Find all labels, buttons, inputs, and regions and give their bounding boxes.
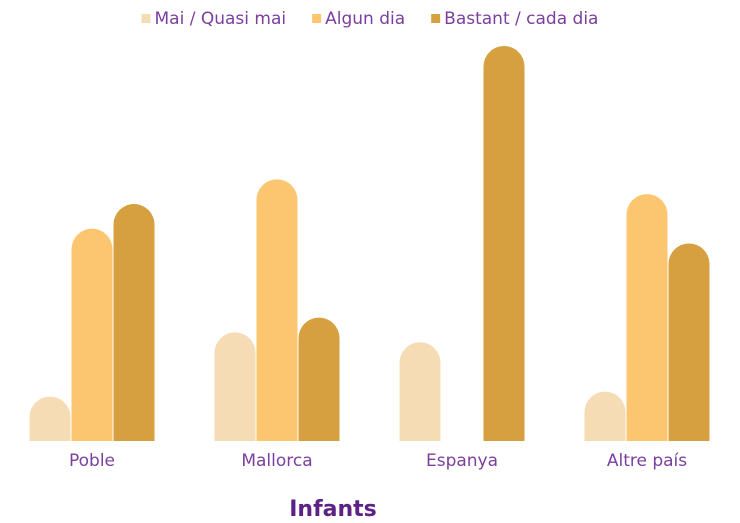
- x-tick-label: Altre país: [607, 451, 687, 471]
- bar: [483, 45, 525, 441]
- legend-label: Mai / Quasi mai: [155, 9, 287, 29]
- x-tick-label: Poble: [69, 451, 115, 471]
- legend-swatch: [141, 14, 151, 23]
- bar: [399, 342, 441, 441]
- bar: [256, 179, 298, 441]
- x-tick-label: Mallorca: [241, 451, 312, 471]
- bar: [584, 391, 626, 441]
- bar: [113, 204, 155, 441]
- bar: [71, 228, 113, 441]
- chart-title: Infants: [289, 497, 377, 522]
- bar: [668, 243, 710, 441]
- bar: [214, 332, 256, 441]
- bar: [29, 396, 71, 441]
- legend-swatch: [312, 14, 322, 23]
- x-tick-label: Espanya: [426, 451, 498, 471]
- legend-swatch: [431, 14, 441, 23]
- legend-label: Algun dia: [325, 9, 405, 29]
- legend-label: Bastant / cada dia: [444, 9, 598, 29]
- bar: [626, 194, 668, 441]
- bar: [298, 317, 340, 441]
